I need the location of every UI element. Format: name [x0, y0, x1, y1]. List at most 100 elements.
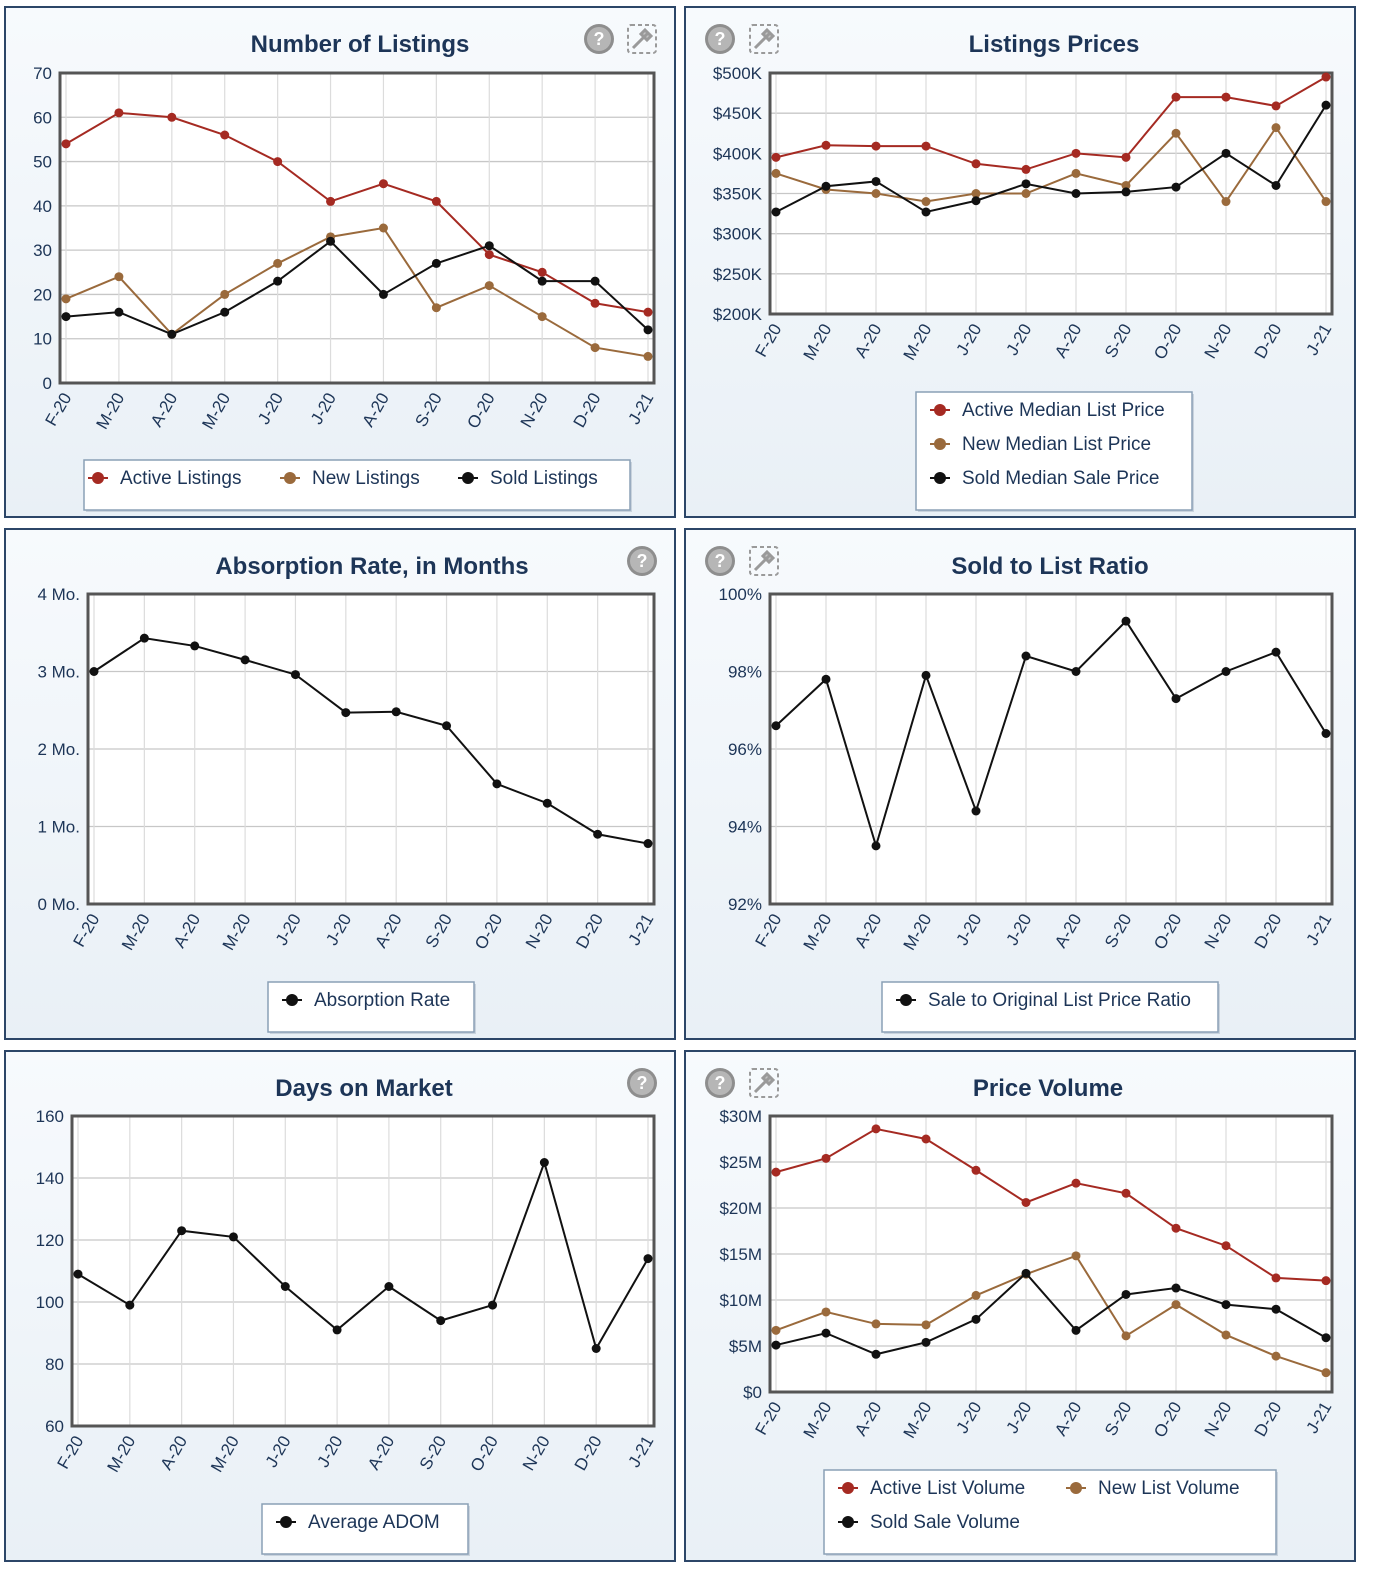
legend-item[interactable]: Sold Listings: [458, 468, 598, 489]
data-point[interactable]: [921, 670, 931, 680]
data-point[interactable]: [484, 281, 494, 291]
data-point[interactable]: [1171, 694, 1181, 704]
data-point[interactable]: [167, 112, 177, 122]
data-point[interactable]: [1221, 667, 1231, 676]
data-point[interactable]: [771, 1167, 781, 1177]
data-point[interactable]: [590, 276, 600, 286]
data-point[interactable]: [821, 140, 831, 150]
data-point[interactable]: [590, 343, 600, 353]
data-point[interactable]: [1271, 1304, 1281, 1314]
data-point[interactable]: [378, 179, 388, 189]
data-point[interactable]: [1071, 1178, 1081, 1188]
legend-item[interactable]: Sold Median Sale Price: [930, 468, 1160, 489]
data-point[interactable]: [1321, 1333, 1331, 1343]
data-point[interactable]: [177, 1226, 187, 1236]
data-point[interactable]: [1121, 1331, 1131, 1341]
data-point[interactable]: [971, 159, 981, 169]
data-point[interactable]: [821, 1307, 831, 1317]
data-point[interactable]: [971, 1314, 981, 1324]
data-point[interactable]: [1171, 92, 1181, 102]
data-point[interactable]: [1171, 1223, 1181, 1233]
data-point[interactable]: [1121, 616, 1131, 626]
data-point[interactable]: [167, 329, 177, 339]
legend-item[interactable]: Active Median List Price: [930, 400, 1165, 421]
data-point[interactable]: [1321, 1276, 1331, 1286]
data-point[interactable]: [114, 108, 124, 118]
data-point[interactable]: [1171, 128, 1181, 138]
data-point[interactable]: [1171, 1283, 1181, 1293]
data-point[interactable]: [1171, 1300, 1181, 1310]
data-point[interactable]: [1121, 180, 1131, 190]
data-point[interactable]: [542, 798, 552, 808]
data-point[interactable]: [61, 294, 71, 304]
data-point[interactable]: [871, 1349, 881, 1359]
data-point[interactable]: [590, 298, 600, 308]
data-point[interactable]: [326, 196, 336, 206]
data-point[interactable]: [484, 250, 494, 260]
data-point[interactable]: [114, 272, 124, 282]
legend-item[interactable]: Active List Volume: [838, 1478, 1025, 1499]
help-icon[interactable]: ?: [705, 546, 735, 576]
data-point[interactable]: [280, 1282, 290, 1291]
help-icon[interactable]: ?: [705, 24, 735, 54]
data-point[interactable]: [1171, 182, 1181, 192]
settings-icon[interactable]: [749, 24, 779, 54]
data-point[interactable]: [139, 633, 149, 643]
data-point[interactable]: [1221, 148, 1231, 158]
data-point[interactable]: [971, 196, 981, 206]
data-point[interactable]: [1021, 1268, 1031, 1278]
data-point[interactable]: [378, 289, 388, 299]
data-point[interactable]: [220, 130, 230, 140]
data-point[interactable]: [1121, 187, 1131, 197]
data-point[interactable]: [341, 708, 351, 718]
help-icon[interactable]: ?: [627, 546, 657, 576]
settings-icon[interactable]: [749, 1068, 779, 1098]
data-point[interactable]: [273, 258, 283, 268]
data-point[interactable]: [821, 1328, 831, 1338]
data-point[interactable]: [593, 829, 603, 839]
legend-item[interactable]: Absorption Rate: [282, 990, 450, 1011]
data-point[interactable]: [1271, 180, 1281, 190]
data-point[interactable]: [1121, 152, 1131, 162]
data-point[interactable]: [190, 641, 200, 651]
data-point[interactable]: [1021, 651, 1031, 661]
data-point[interactable]: [431, 258, 441, 268]
data-point[interactable]: [1321, 1368, 1331, 1378]
data-point[interactable]: [771, 1340, 781, 1350]
data-point[interactable]: [384, 1282, 394, 1291]
data-point[interactable]: [1221, 197, 1231, 207]
data-point[interactable]: [378, 223, 388, 233]
data-point[interactable]: [1321, 100, 1331, 110]
data-point[interactable]: [442, 721, 452, 731]
data-point[interactable]: [1021, 164, 1031, 174]
data-point[interactable]: [821, 674, 831, 684]
data-point[interactable]: [125, 1300, 135, 1310]
data-point[interactable]: [1071, 168, 1081, 178]
data-point[interactable]: [220, 289, 230, 299]
settings-icon[interactable]: [627, 24, 657, 54]
data-point[interactable]: [1021, 189, 1031, 198]
data-point[interactable]: [61, 312, 71, 322]
legend-item[interactable]: Active Listings: [88, 468, 241, 489]
data-point[interactable]: [871, 1319, 881, 1329]
data-point[interactable]: [871, 176, 881, 186]
data-point[interactable]: [1321, 729, 1331, 738]
data-point[interactable]: [643, 307, 653, 317]
data-point[interactable]: [1071, 189, 1081, 198]
data-point[interactable]: [871, 1124, 881, 1134]
data-point[interactable]: [273, 157, 283, 167]
data-point[interactable]: [871, 189, 881, 198]
data-point[interactable]: [273, 276, 283, 286]
data-point[interactable]: [431, 303, 441, 313]
data-point[interactable]: [492, 779, 502, 789]
data-point[interactable]: [643, 1254, 653, 1264]
data-point[interactable]: [484, 241, 494, 251]
data-point[interactable]: [1221, 1241, 1231, 1251]
data-point[interactable]: [1071, 667, 1081, 676]
data-point[interactable]: [1271, 101, 1281, 111]
data-point[interactable]: [643, 325, 653, 335]
data-point[interactable]: [1071, 1325, 1081, 1335]
data-point[interactable]: [1071, 1251, 1081, 1261]
data-point[interactable]: [921, 207, 931, 217]
data-point[interactable]: [971, 1165, 981, 1175]
